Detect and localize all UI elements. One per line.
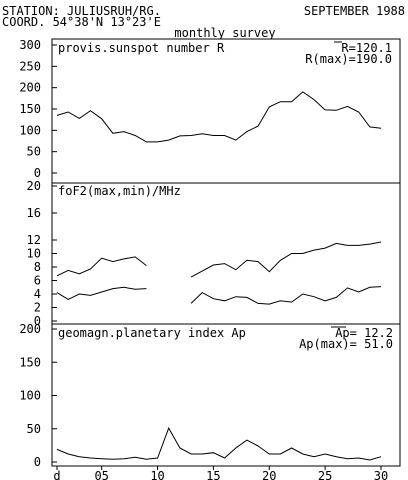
ap-panel-title: geomagn.planetary index Ap bbox=[58, 326, 246, 340]
y-tick-label: 0 bbox=[34, 166, 41, 180]
y-tick-label: 100 bbox=[19, 123, 41, 137]
y-tick-label: 0 bbox=[34, 455, 41, 469]
x-tick-label: d bbox=[53, 469, 60, 480]
ap-panel: geomagn.planetary index Ap Ap= 12.2 Ap(m… bbox=[19, 322, 401, 469]
y-tick-label: 12 bbox=[27, 233, 41, 247]
y-tick-label: 300 bbox=[19, 38, 41, 52]
ap-max-label: Ap(max)= 51.0 bbox=[299, 337, 393, 351]
y-tick-label: 6 bbox=[34, 274, 41, 288]
series-line-2-2 bbox=[56, 286, 382, 305]
y-tick-label: 150 bbox=[19, 102, 41, 116]
month-label: SEPTEMBER 1988 bbox=[304, 4, 405, 18]
y-tick-label: 4 bbox=[34, 287, 41, 301]
x-tick-label: 05 bbox=[94, 469, 108, 480]
series-line-2-1 bbox=[56, 241, 382, 278]
y-tick-label: 20 bbox=[27, 179, 41, 193]
x-tick-label: 25 bbox=[318, 469, 332, 480]
sunspot-panel: provis.sunspot number R R=120.1 R(max)=1… bbox=[19, 38, 401, 184]
y-tick-label: 2 bbox=[34, 301, 41, 315]
y-tick-label: 0 bbox=[34, 314, 41, 328]
y-tick-label: 250 bbox=[19, 59, 41, 73]
fof2-panel-title: foF2(max,min)/MHz bbox=[58, 184, 181, 198]
ap-mean-label: Ap= 12.2 bbox=[335, 326, 393, 340]
x-tick-label: 30 bbox=[374, 469, 388, 480]
y-tick-label: 150 bbox=[19, 355, 41, 369]
series-line-3-1 bbox=[56, 426, 382, 461]
sunspot-mean-label: R=120.1 bbox=[341, 41, 392, 55]
sunspot-panel-title: provis.sunspot number R bbox=[58, 41, 225, 55]
survey-label: monthly survey bbox=[174, 26, 275, 40]
sunspot-max-label: R(max)=190.0 bbox=[305, 52, 392, 66]
coordinates-label: COORD. 54°38'N 13°23'E bbox=[2, 15, 161, 29]
y-tick-label: 50 bbox=[27, 145, 41, 159]
y-tick-label: 16 bbox=[27, 206, 41, 220]
fof2-panel-frame bbox=[51, 182, 401, 325]
y-tick-label: 50 bbox=[27, 422, 41, 436]
y-tick-label: 200 bbox=[19, 81, 41, 95]
x-tick-label: 10 bbox=[150, 469, 164, 480]
y-tick-label: 8 bbox=[34, 260, 41, 274]
station-label: STATION: JULIUSRUH/RG. bbox=[2, 4, 161, 18]
x-tick-label: 20 bbox=[262, 469, 276, 480]
y-tick-label: 200 bbox=[19, 322, 41, 336]
day-axis: d 05 10 15 20 25 30 bbox=[53, 466, 388, 480]
x-tick-label: 15 bbox=[206, 469, 220, 480]
series-line-1-1 bbox=[56, 91, 382, 143]
y-tick-label: 10 bbox=[27, 247, 41, 261]
y-tick-label: 100 bbox=[19, 389, 41, 403]
